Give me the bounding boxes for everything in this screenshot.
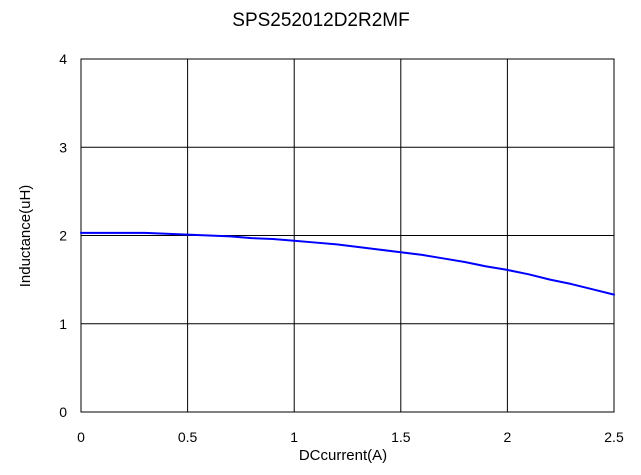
x-tick-label: 0 bbox=[77, 429, 85, 445]
y-tick-label: 0 bbox=[59, 404, 67, 420]
x-tick-label: 2 bbox=[504, 429, 512, 445]
x-tick-label: 2.5 bbox=[604, 429, 624, 445]
y-tick-label: 4 bbox=[59, 51, 67, 67]
x-tick-label: 1 bbox=[290, 429, 298, 445]
y-tick-label: 2 bbox=[59, 228, 67, 244]
chart-title: SPS252012D2R2MF bbox=[232, 10, 409, 31]
tick-labels: 0 0.5 1 1.5 2 2.5 0 1 2 3 4 bbox=[59, 51, 624, 445]
x-tick-label: 1.5 bbox=[391, 429, 411, 445]
x-axis-label: DCcurrent(A) bbox=[299, 447, 387, 464]
x-tick-label: 0.5 bbox=[178, 429, 198, 445]
y-tick-label: 3 bbox=[59, 139, 67, 155]
series-line-inductance bbox=[80, 231, 615, 296]
y-axis-label: Inductance(uH) bbox=[17, 185, 34, 288]
y-tick-label: 1 bbox=[59, 316, 67, 332]
grid-lines bbox=[81, 59, 614, 412]
series-layer bbox=[80, 231, 615, 296]
